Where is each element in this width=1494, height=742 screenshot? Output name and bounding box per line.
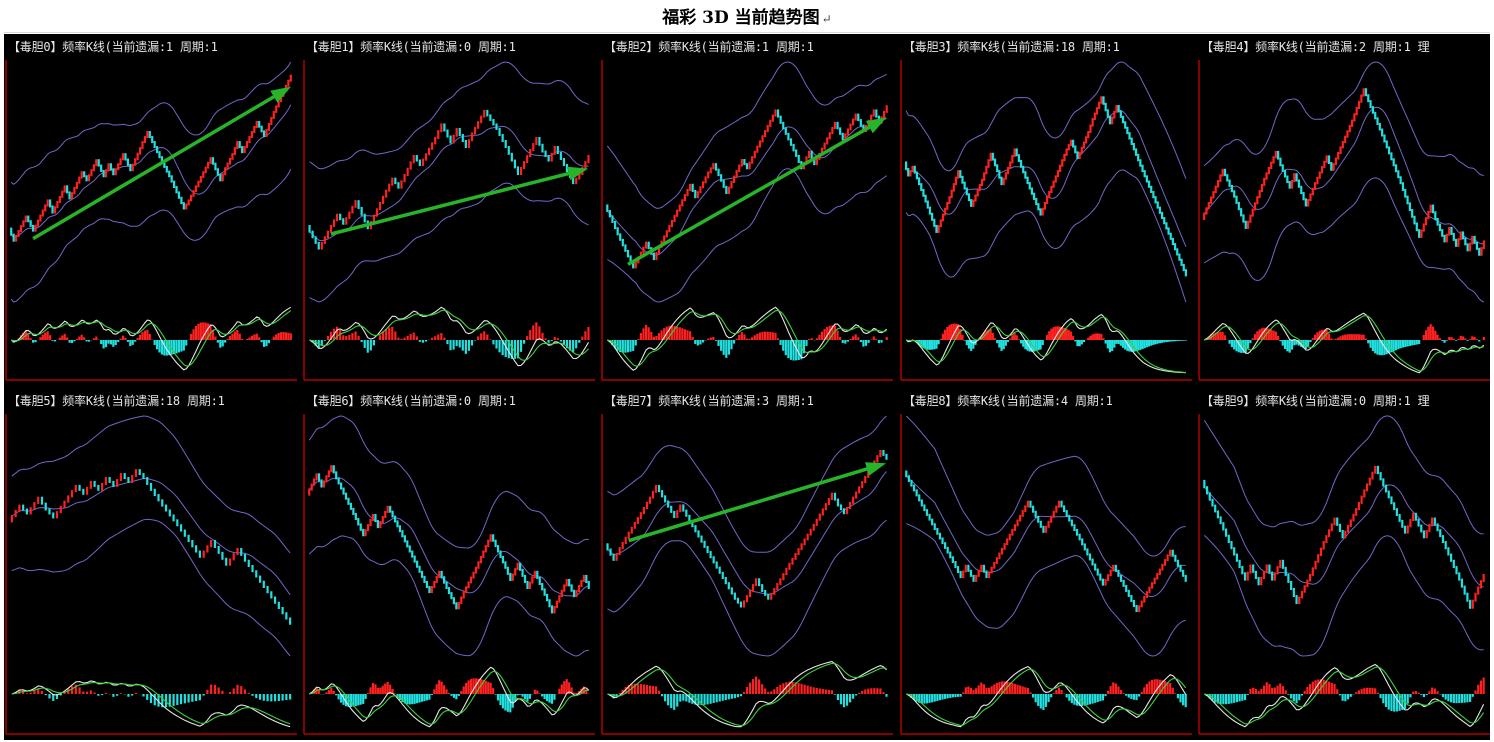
kline-panel-6: 【毒胆6】频率K线(当前遗漏:0 周期:1 (302, 388, 599, 736)
panel-title: 【毒胆3】频率K线(当前遗漏:18 周期:1 (903, 40, 1120, 54)
kline-panel-1: 【毒胆1】频率K线(当前遗漏:0 周期:1 (302, 34, 599, 382)
band-lower-line (905, 169, 1187, 303)
band-middle-line (10, 104, 292, 239)
indicator-fast-line (606, 306, 888, 371)
indicator-slow-line (607, 309, 887, 367)
panel-title: 【毒胆2】频率K线(当前遗漏:1 周期:1 (604, 40, 814, 54)
kline-panel-0: 【毒胆0】频率K线(当前遗漏:1 周期:1 (4, 34, 301, 382)
indicator-slow-line (1204, 315, 1484, 372)
indicator-slow-line (309, 670, 589, 725)
indicator-slow-line (11, 310, 292, 367)
indicator-fast-line (905, 313, 1186, 374)
kline-chart-svg (601, 414, 893, 735)
kline-chart-svg (1198, 414, 1490, 735)
kline-panel-8: 【毒胆8】频率K线(当前遗漏:4 周期:1 (899, 388, 1196, 736)
panel-title: 【毒胆4】频率K线(当前遗漏:2 周期:1 理 (1201, 40, 1430, 54)
trend-arrow-head (865, 462, 887, 476)
kline-chart-svg (900, 60, 1192, 381)
indicator-fast-line (1203, 312, 1485, 374)
trend-arrow-line (628, 463, 881, 543)
kline-panel-9: 【毒胆9】频率K线(当前遗漏:0 周期:1 理 (1197, 388, 1494, 736)
document-title: 福彩 3D 当前趋势图 ↵ (0, 4, 1494, 32)
kline-chart-svg (5, 414, 297, 735)
kline-chart-svg (601, 60, 893, 381)
band-lower-line (10, 168, 292, 303)
kline-panel-5: 【毒胆5】频率K线(当前遗漏:18 周期:1 (4, 388, 301, 736)
kline-chart-svg (5, 60, 297, 381)
indicator-fast-line (1204, 663, 1485, 728)
kline-chart-svg (900, 414, 1192, 735)
panel-title: 【毒胆9】频率K线(当前遗漏:0 周期:1 理 (1201, 394, 1430, 408)
band-lower-line (1204, 535, 1484, 657)
panel-title: 【毒胆8】频率K线(当前遗漏:4 周期:1 (903, 394, 1113, 408)
indicator-fast-line (906, 665, 1187, 728)
band-upper-line (11, 415, 291, 554)
band-lower-line (308, 535, 589, 657)
band-middle-line (11, 478, 291, 596)
band-upper-line (1203, 61, 1484, 176)
panel-title: 【毒胆5】频率K线(当前遗漏:18 周期:1 (8, 394, 225, 408)
band-upper-line (905, 415, 1186, 557)
kline-chart-svg (303, 414, 595, 735)
panel-title: 【毒胆0】频率K线(当前遗漏:1 周期:1 (8, 40, 218, 54)
band-upper-line (308, 415, 589, 549)
trend-arrow-line (627, 118, 883, 266)
band-upper-line (1203, 415, 1484, 535)
panel-title: 【毒胆6】频率K线(当前遗漏:0 周期:1 (306, 394, 516, 408)
band-lower-line (309, 182, 589, 303)
trend-chart-grid: 【毒胆0】频率K线(当前遗漏:1 周期:1 【毒胆1】频率K线(当前遗漏:0 周… (4, 34, 1490, 740)
kline-panel-4: 【毒胆4】频率K线(当前遗漏:2 周期:1 理 (1197, 34, 1494, 382)
kline-chart-svg (1198, 60, 1490, 381)
band-lower-line (607, 519, 887, 657)
band-lower-line (1203, 177, 1485, 303)
indicator-fast-line (11, 680, 291, 728)
band-upper-line (10, 61, 292, 185)
kline-panel-2: 【毒胆2】频率K线(当前遗漏:1 周期:1 (600, 34, 897, 382)
indicator-slow-line (1204, 666, 1485, 725)
trend-arrow-head (567, 166, 589, 181)
trend-arrow-line (330, 168, 583, 236)
trend-arrow-line (32, 88, 287, 241)
band-lower-line (906, 523, 1186, 657)
title-divider (4, 32, 1490, 33)
band-upper-line (606, 61, 887, 209)
band-middle-line (905, 475, 1186, 598)
kline-chart-svg (303, 60, 595, 381)
indicator-slow-line (11, 681, 291, 725)
band-middle-line (905, 109, 1187, 247)
band-middle-line (309, 125, 589, 242)
paragraph-mark: ↵ (821, 12, 832, 26)
indicator-slow-line (906, 668, 1187, 726)
indicator-slow-line (607, 662, 887, 727)
indicator-fast-line (607, 660, 887, 728)
band-upper-line (607, 415, 887, 553)
trend-arrow-head (270, 86, 292, 103)
band-lower-line (11, 518, 291, 657)
indicator-fast-line (309, 306, 589, 367)
band-middle-line (308, 477, 589, 597)
kline-panel-3: 【毒胆3】频率K线(当前遗漏:18 周期:1 (899, 34, 1196, 382)
band-middle-line (1204, 484, 1484, 588)
panel-title: 【毒胆1】频率K线(当前遗漏:0 周期:1 (306, 40, 516, 54)
trend-arrow-head (865, 117, 887, 134)
indicator-slow-line (905, 316, 1186, 373)
indicator-slow-line (309, 309, 589, 361)
band-upper-line (905, 61, 1187, 179)
document-title-text: 福彩 3D 当前趋势图 (662, 8, 820, 28)
band-middle-line (607, 471, 887, 595)
band-lower-line (607, 168, 887, 303)
kline-panel-7: 【毒胆7】频率K线(当前遗漏:3 周期:1 (600, 388, 897, 736)
panel-title: 【毒胆7】频率K线(当前遗漏:3 周期:1 (604, 394, 814, 408)
band-upper-line (309, 61, 589, 170)
